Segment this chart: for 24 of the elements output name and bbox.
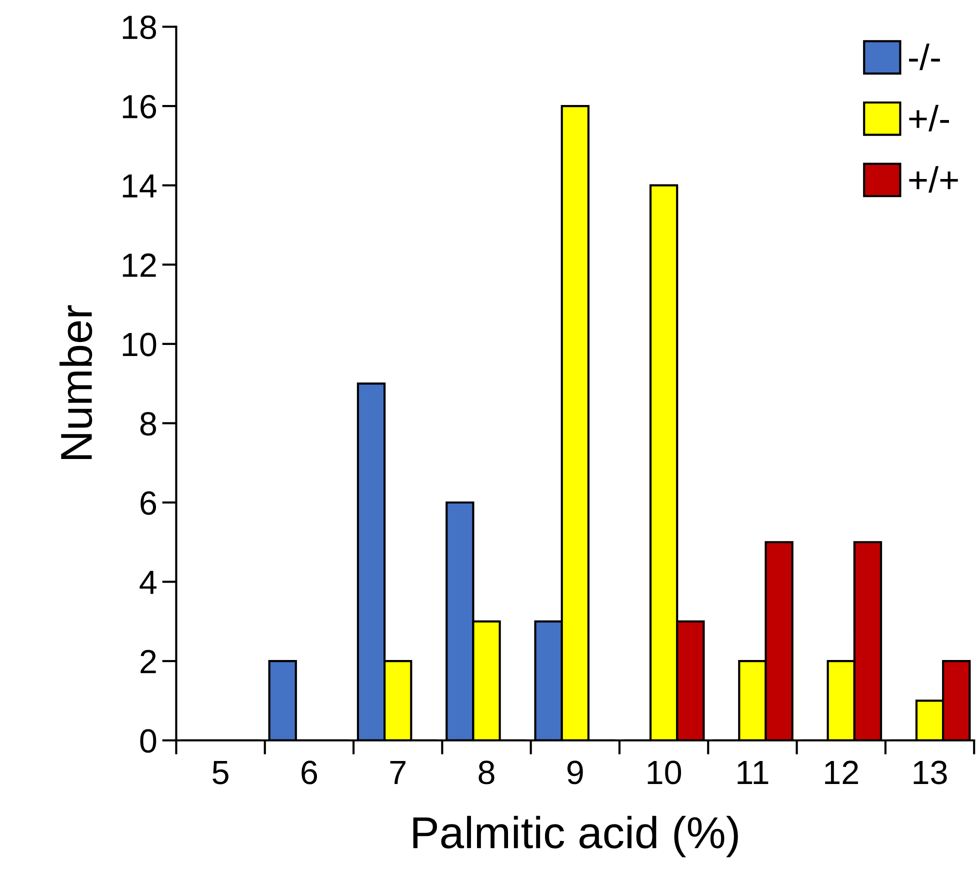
y-tick-label: 18 xyxy=(122,16,156,40)
x-tick-label: 12 xyxy=(825,760,858,784)
x-tick-label: 8 xyxy=(478,760,494,784)
x-tick-label: 9 xyxy=(567,760,583,784)
y-tick-label: 16 xyxy=(122,94,156,118)
y-tick-label: 4 xyxy=(140,570,156,594)
x-tick-label: 7 xyxy=(390,761,406,784)
x-tick-label: 10 xyxy=(648,760,682,784)
y-tick-label: 12 xyxy=(122,253,156,277)
x-tick-label: 13 xyxy=(914,760,947,784)
x-tick-label: 5 xyxy=(212,761,228,784)
y-axis-title: Number xyxy=(60,305,92,459)
y-tick-label: 10 xyxy=(122,332,156,356)
y-tick-label: 6 xyxy=(140,491,156,515)
y-tick-label: 0 xyxy=(140,729,156,753)
legend-label: -/- xyxy=(909,44,940,70)
legend-label: +/+ xyxy=(909,166,958,193)
x-tick-label: 6 xyxy=(302,760,318,784)
legend-label: +/- xyxy=(909,104,949,132)
x-axis-title: Palmitic acid (%) xyxy=(413,816,738,858)
y-tick-label: 14 xyxy=(122,174,156,198)
y-tick-label: 8 xyxy=(140,412,156,436)
x-tick-label: 11 xyxy=(738,761,768,784)
y-tick-label: 2 xyxy=(140,650,156,674)
